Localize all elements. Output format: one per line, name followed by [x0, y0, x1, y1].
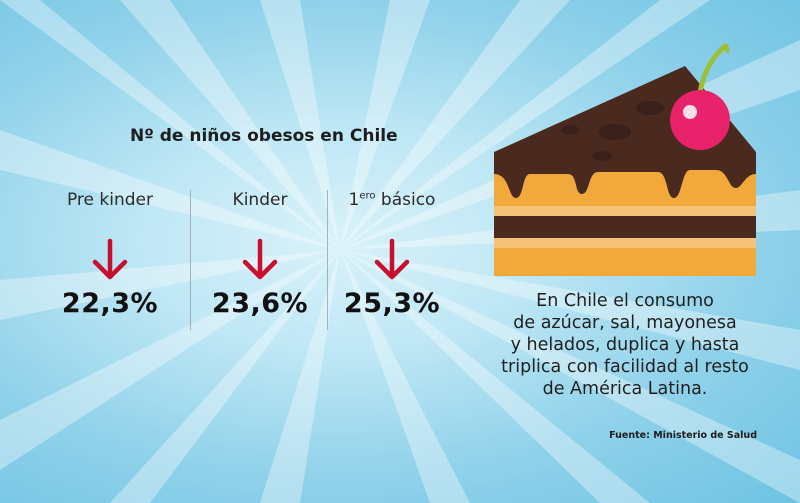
stat-label: 1ero básico: [348, 190, 436, 210]
chocolate-chip: [561, 125, 579, 135]
stat-column-primero-basico: 1ero básico 25,3%: [322, 190, 462, 330]
chocolate-chip: [599, 124, 631, 140]
chocolate-chip: [636, 101, 664, 115]
stats-title: Nº de niños obesos en Chile: [130, 126, 398, 146]
cake-chocolate-layer: [494, 216, 756, 238]
stat-value: 22,3%: [61, 288, 159, 319]
stat-column-pre-kinder: Pre kinder 22,3%: [40, 190, 180, 330]
description-line: de América Latina.: [542, 379, 708, 399]
description-line: En Chile el consumo: [536, 291, 714, 311]
source-credit: Fuente: Ministerio de Salud: [609, 430, 757, 441]
cake-slice-illustration: [494, 43, 756, 276]
cake-cream-layer: [494, 238, 756, 248]
obesity-stats-panel: Nº de niños obesos en Chile Pre kinder 2…: [40, 120, 460, 360]
cherry-leaf: [720, 44, 730, 54]
stat-label: Kinder: [232, 190, 288, 210]
down-arrow-icon: [92, 238, 128, 280]
cherry-stem: [697, 43, 729, 95]
stat-value: 25,3%: [343, 288, 441, 319]
description-text: En Chile el consumo de azúcar, sal, mayo…: [495, 290, 755, 400]
chocolate-chip: [592, 151, 612, 161]
cake-cream-layer: [494, 206, 756, 216]
down-arrow-icon: [374, 238, 410, 280]
cherry-icon: [670, 90, 730, 150]
stat-value: 23,6%: [211, 288, 309, 319]
description-line: de azúcar, sal, mayonesa: [513, 313, 737, 333]
stat-label: Pre kinder: [66, 190, 153, 210]
stat-column-kinder: Kinder 23,6%: [190, 190, 330, 330]
description-line: triplica con facilidad al resto: [501, 357, 749, 377]
down-arrow-icon: [242, 238, 278, 280]
column-divider: [327, 190, 328, 330]
column-divider: [190, 190, 191, 330]
cherry-highlight: [683, 105, 697, 119]
description-line: y helados, duplica y hasta: [510, 335, 740, 355]
